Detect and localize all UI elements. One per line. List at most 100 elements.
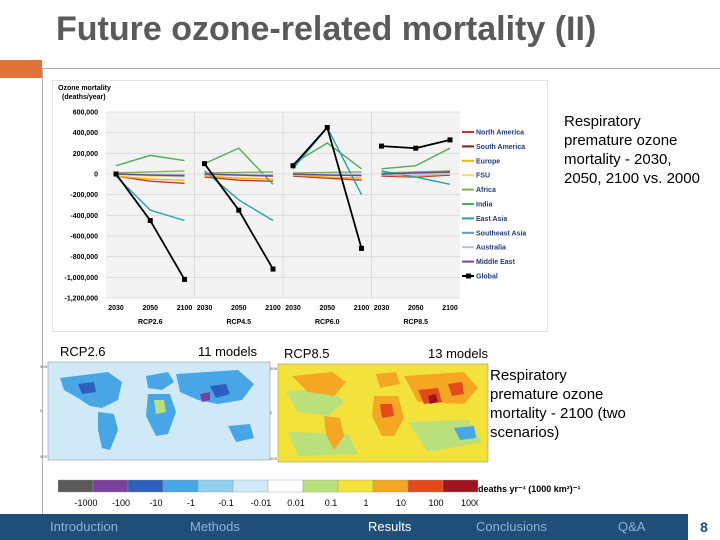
maps-caption: Respiratory premature ozone mortality - …: [490, 367, 626, 441]
x-tick-label: 2100: [265, 305, 281, 312]
x-tick-label: 2050: [319, 305, 335, 312]
legend-entry: FSU: [476, 173, 490, 180]
series-line-north-america: [292, 175, 362, 181]
colorbar-tick-label: 10: [396, 498, 406, 508]
global-marker: [324, 125, 330, 130]
global-marker: [290, 163, 296, 169]
global-marker: [182, 276, 187, 282]
x-tick-label: 2030: [197, 305, 213, 312]
x-tick-label: 2100: [354, 305, 370, 312]
y-tick-label: -1,000,000: [65, 275, 99, 282]
mortality-colorbar: -1000 -100 -10 -1 -0.1 -0.01 0.01 0.1 1 10 100 1000: [58, 479, 478, 508]
series-line-europe: [381, 173, 451, 177]
x-tick-label: 2100: [177, 305, 193, 312]
x-tick-label: 2030: [285, 305, 301, 312]
nav-introduction[interactable]: Introduction: [50, 519, 118, 534]
svg-text:0: 0: [270, 410, 273, 415]
colorbar-swatch: [407, 479, 444, 493]
nav-conclusions[interactable]: Conclusions: [476, 519, 547, 534]
series-line-india: [381, 147, 451, 170]
chart-title-line2: (deaths/year): [62, 94, 106, 101]
colorbar-swatch: [337, 479, 374, 493]
colorbar-tick-label: -100: [112, 498, 130, 508]
nav-qa[interactable]: Q&A: [618, 519, 646, 534]
legend-entry: Middle East: [476, 259, 516, 266]
colorbar-tick-label: 1000: [461, 498, 478, 508]
svg-text:90S: 90S: [40, 454, 47, 459]
group-label: RCP8.5: [403, 319, 428, 326]
legend-marker: [466, 273, 471, 279]
page-number: 8: [688, 514, 720, 540]
colorbar-tick-label: 0.01: [287, 498, 305, 508]
x-tick-label: 2030: [374, 305, 390, 312]
colorbar-swatch: [267, 479, 304, 493]
series-line-europe: [292, 174, 362, 179]
legend-entry: South America: [476, 144, 525, 151]
legend-entry: Global: [476, 274, 498, 281]
svg-text:0: 0: [40, 408, 43, 413]
legend-entry: Southeast Asia: [476, 230, 526, 237]
global-marker: [379, 143, 384, 149]
x-tick-label: 2050: [142, 305, 158, 312]
colorbar-tick-label: -0.1: [218, 498, 234, 508]
legend-entry: India: [476, 202, 492, 209]
series-line-india: [292, 142, 362, 170]
group-label: RCP2.6: [138, 319, 163, 326]
x-tick-label: 2050: [231, 305, 247, 312]
svg-text:90N: 90N: [270, 366, 277, 371]
map-right-models-label: 13 models: [428, 346, 488, 361]
global-marker: [447, 137, 453, 143]
map-rcp85: 90N 0 90S: [270, 363, 489, 463]
nav-results[interactable]: Results: [368, 519, 412, 534]
global-marker: [359, 245, 364, 251]
series-line-middle-east: [381, 171, 451, 175]
series-line-middle-east: [292, 173, 362, 177]
x-tick-label: 2030: [108, 305, 124, 312]
group-label: RCP6.0: [315, 319, 340, 326]
svg-text:90S: 90S: [270, 456, 277, 461]
series-line-africa: [115, 170, 185, 174]
series-line-india: [204, 147, 274, 185]
global-marker: [202, 161, 207, 167]
global-marker: [147, 218, 153, 223]
x-tick-label: 2050: [408, 305, 424, 312]
colorbar-tick-label: 0.1: [325, 498, 338, 508]
legend-entry: Africa: [476, 187, 496, 194]
global-marker: [113, 171, 119, 177]
y-tick-label: -400,000: [70, 213, 98, 220]
y-tick-label: 400,000: [73, 130, 98, 137]
legend-entry: Australia: [476, 245, 506, 252]
colorbar-tick-label: -0.01: [251, 498, 272, 508]
map-left-scenario-label: RCP2.6: [60, 344, 106, 359]
x-tick-label: 2100: [442, 305, 458, 312]
series-line-middle-east: [204, 173, 274, 177]
colorbar-swatch: [302, 479, 339, 493]
colorbar-swatch: [127, 479, 164, 493]
footer-nav-bar: [0, 514, 720, 540]
global-marker: [236, 207, 242, 213]
colorbar-swatch: [58, 479, 94, 493]
map-rcp26: 90N 0 90S: [40, 361, 271, 461]
left-divider: [42, 68, 43, 514]
top-chart-caption: Respiratory premature ozone mortality - …: [564, 113, 700, 187]
slide-title: Future ozone-related mortality (II): [56, 10, 597, 48]
series-line-india: [115, 154, 185, 167]
title-accent-bar: [0, 60, 42, 78]
legend-entry: East Asia: [476, 216, 507, 223]
y-tick-label: -200,000: [70, 192, 98, 199]
y-tick-label: 600,000: [73, 110, 98, 117]
svg-text:90N: 90N: [40, 364, 47, 369]
series-line-middle-east: [115, 173, 185, 177]
map-right-scenario-label: RCP8.5: [284, 346, 330, 361]
title-divider: [42, 68, 720, 69]
chart-title-line1: Ozone mortality: [58, 85, 111, 92]
y-tick-label: 200,000: [73, 151, 98, 158]
colorbar-swatch: [162, 479, 199, 493]
nav-methods[interactable]: Methods: [190, 519, 240, 534]
legend-entry: North America: [476, 130, 524, 137]
colorbar-tick-label: -1: [187, 498, 195, 508]
colorbar-swatch: [92, 479, 129, 493]
group-label: RCP4.5: [226, 319, 251, 326]
series-line-europe: [204, 175, 274, 180]
colorbar-title: deaths yr⁻¹ (1000 km²)⁻¹: [478, 484, 581, 494]
